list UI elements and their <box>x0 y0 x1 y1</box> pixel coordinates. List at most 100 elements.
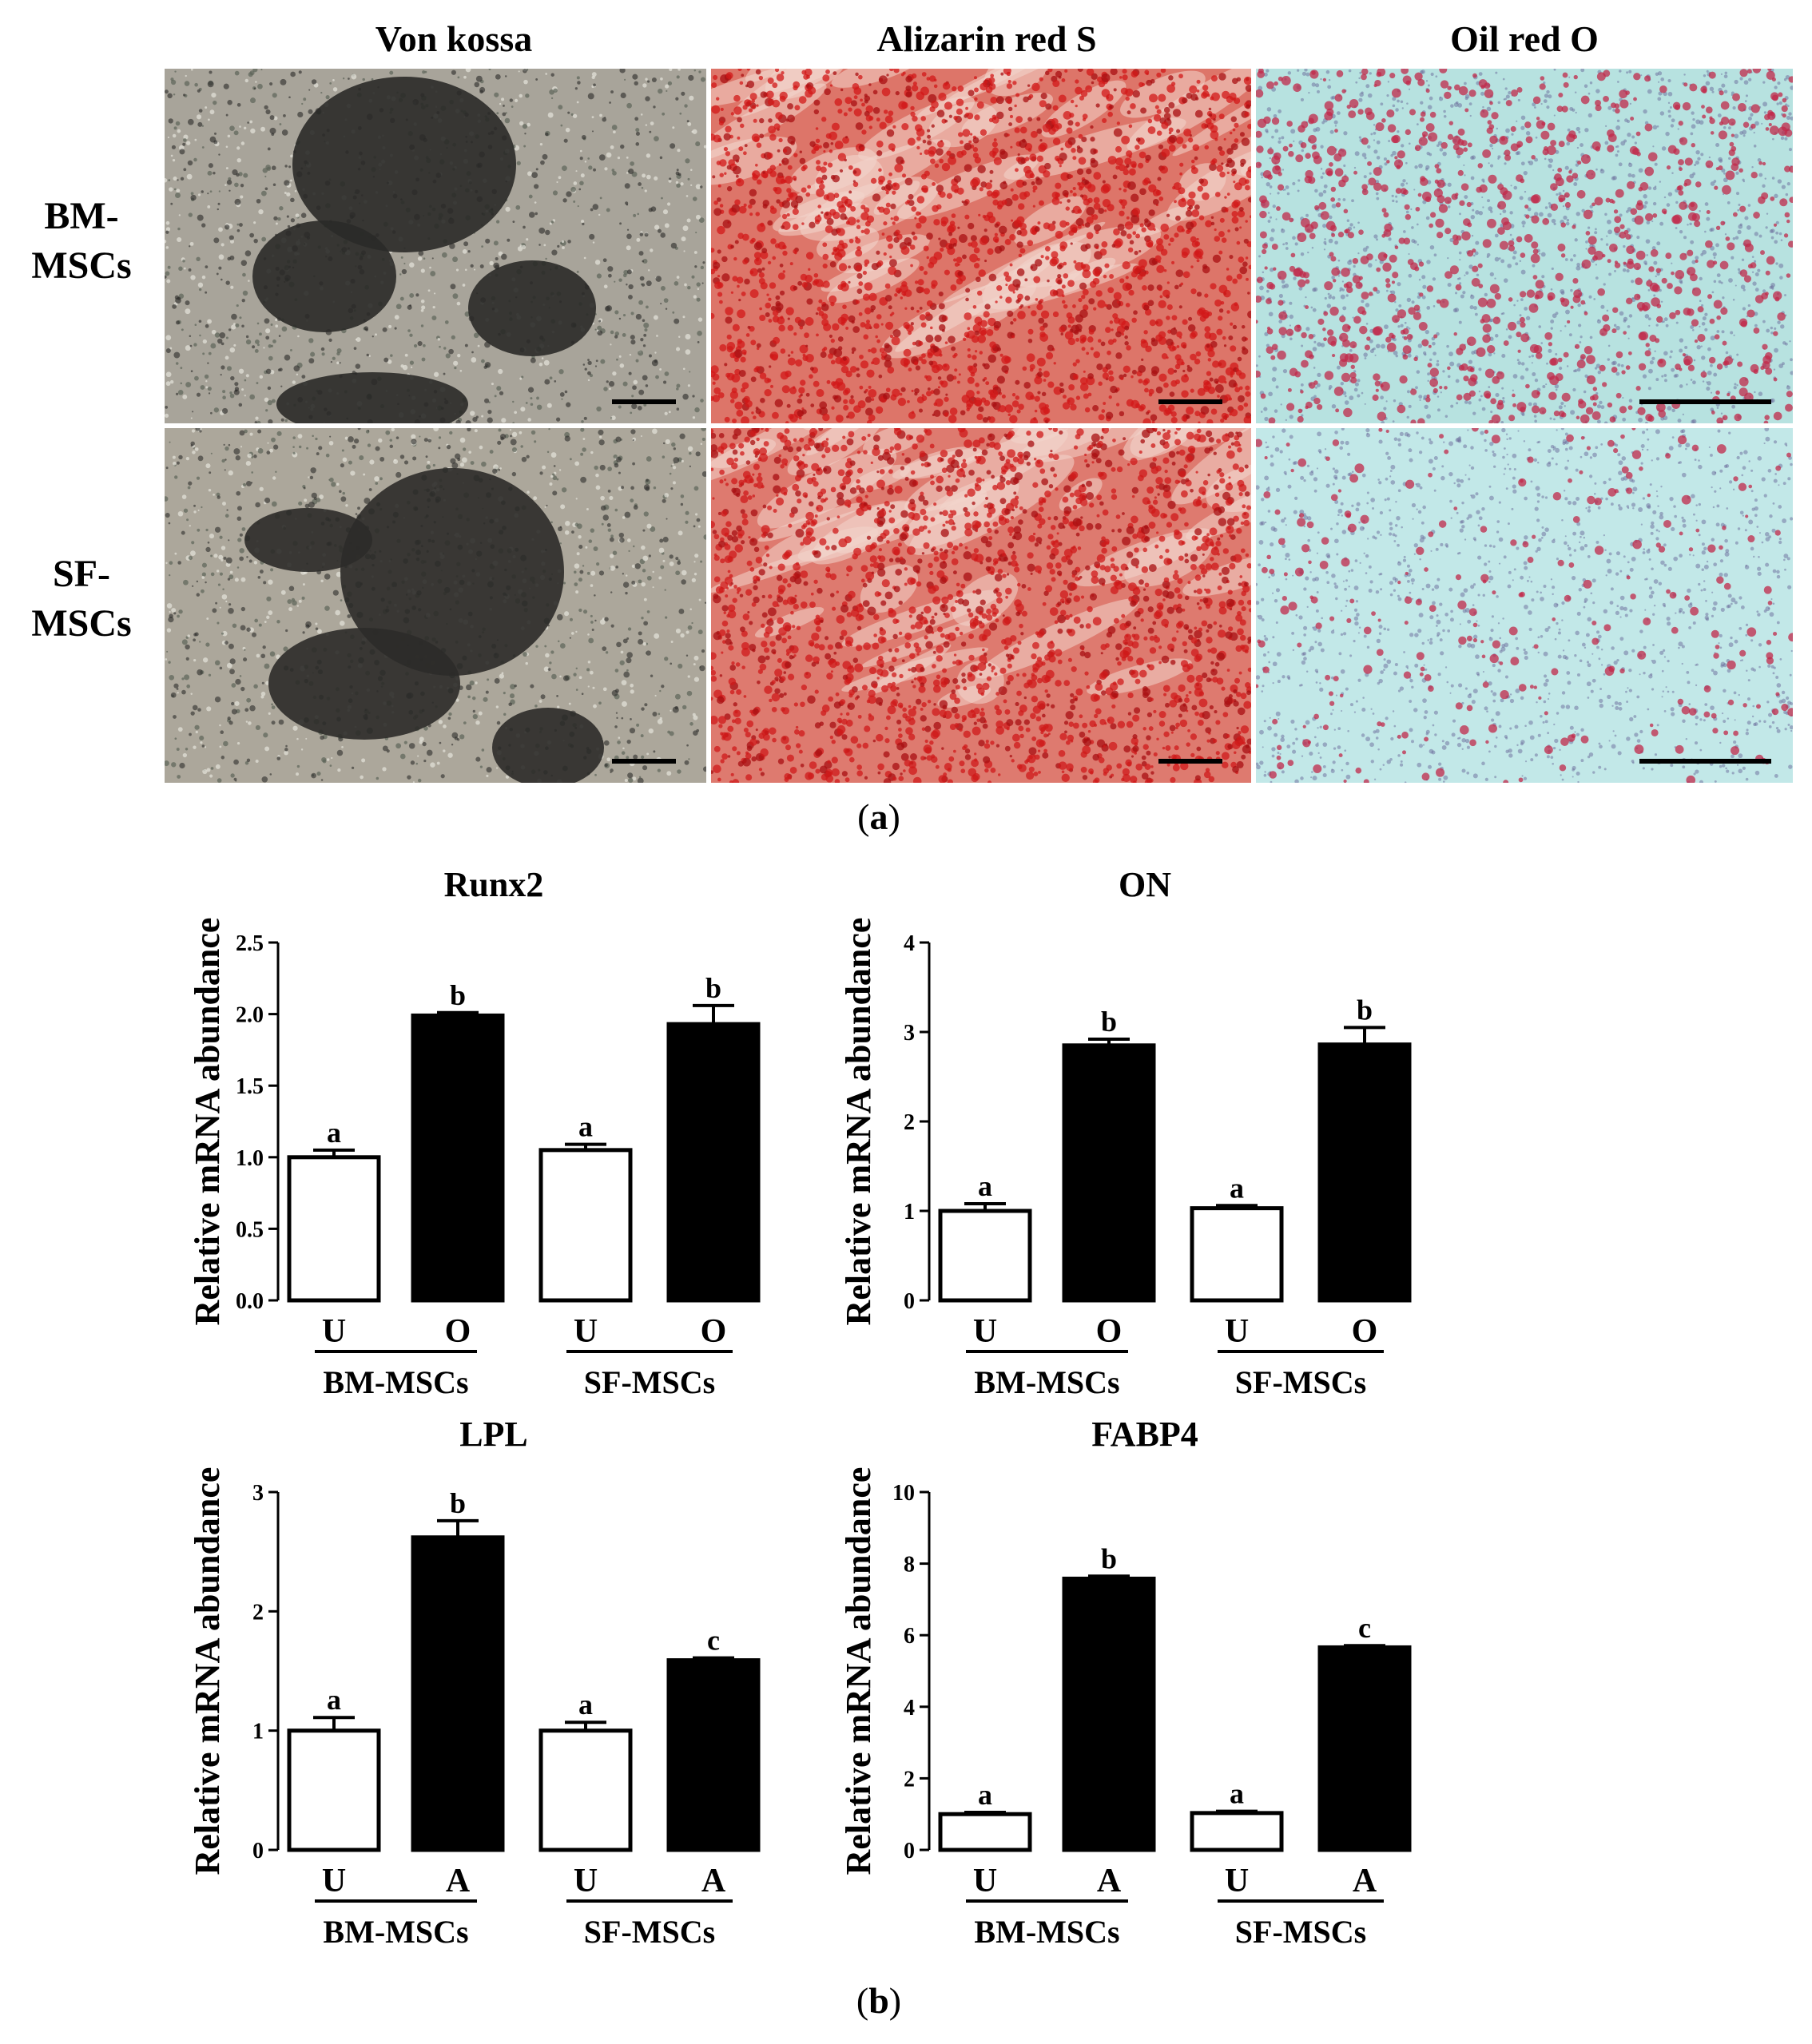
bar <box>1317 1645 1412 1852</box>
significance-letter: c <box>1358 1612 1371 1644</box>
group-label: SF-MSCs <box>1235 1364 1366 1400</box>
scale-bar <box>1158 399 1222 404</box>
x-category-label: U <box>574 1863 598 1899</box>
y-axis-label: Relative mRNA abundance <box>839 918 878 1326</box>
bar <box>938 1812 1032 1852</box>
bar <box>287 1155 381 1303</box>
bar <box>938 1209 1032 1303</box>
y-tick-label: 10 <box>892 1481 915 1506</box>
group-label: SF-MSCs <box>584 1914 715 1950</box>
micrograph-oil-red-bm-mscs <box>1256 69 1793 423</box>
y-tick-label: 0 <box>904 1289 915 1314</box>
y-tick-label: 3 <box>252 1481 264 1506</box>
y-tick-label: 2 <box>904 1110 915 1135</box>
alizarin-sf-mscs-image <box>711 428 1251 783</box>
bar <box>1317 1042 1412 1303</box>
bar <box>538 1148 633 1303</box>
x-category-label: O <box>1352 1313 1378 1350</box>
x-category-label: A <box>1097 1863 1122 1899</box>
micrograph-von-kossa-sf-mscs <box>165 428 706 783</box>
y-tick-label: 6 <box>904 1624 915 1649</box>
significance-letter: a <box>978 1779 992 1811</box>
significance-letter: a <box>978 1170 992 1202</box>
y-tick-label: 2 <box>252 1600 264 1625</box>
group-label: BM-MSCs <box>974 1364 1119 1400</box>
y-axis-label: Relative mRNA abundance <box>188 918 227 1326</box>
y-tick-label: 4 <box>904 931 915 956</box>
row-title-sf-mscs-line1: SF- <box>53 553 110 595</box>
significance-letter: b <box>1101 1542 1117 1574</box>
panel-b-label: (b) <box>856 1980 902 2021</box>
panel-b-letter: b <box>868 1980 889 2021</box>
scale-bar <box>612 399 676 404</box>
group-label: SF-MSCs <box>584 1364 715 1400</box>
column-title-alizarin-red-s: Alizarin red S <box>876 18 1097 59</box>
x-category-label: U <box>322 1313 346 1350</box>
x-category-label: U <box>322 1863 346 1899</box>
row-title-sf-mscs-line2: MSCs <box>31 602 132 645</box>
scale-bar <box>1639 759 1771 764</box>
y-tick-label: 8 <box>904 1553 915 1578</box>
von-kossa-bm-mscs-image <box>165 69 706 423</box>
y-tick-label: 1.5 <box>236 1074 264 1099</box>
x-category-label: A <box>701 1863 726 1899</box>
group-label: BM-MSCs <box>323 1364 468 1400</box>
bar <box>1062 1043 1156 1303</box>
bar <box>1190 1206 1284 1303</box>
scale-bar <box>1639 399 1771 404</box>
x-category-label: U <box>1225 1863 1249 1899</box>
panel-a-label: (a) <box>857 796 900 837</box>
chart-svg: LPL Relative mRNA abundance 0 1 2 3 a Ub Aa Uc A BM… <box>188 1415 761 1950</box>
chart-svg: Runx2 Relative mRNA abundance 0.0 0.5 1.0 1.5… <box>188 865 761 1400</box>
x-category-label: O <box>445 1313 471 1350</box>
micrograph-alizarin-sf-mscs <box>711 428 1251 783</box>
bar <box>666 1658 761 1852</box>
y-axis-label: Relative mRNA abundance <box>188 1467 227 1875</box>
column-title-oil-red-o: Oil red O <box>1450 18 1599 59</box>
significance-letter: a <box>327 1684 341 1716</box>
chart-title: LPL <box>459 1415 528 1454</box>
bar <box>538 1728 633 1852</box>
micrograph-oil-red-sf-mscs <box>1256 428 1793 783</box>
y-tick-label: 3 <box>904 1021 915 1046</box>
y-tick-label: 2.0 <box>236 1003 264 1028</box>
x-category-label: U <box>973 1863 997 1899</box>
oil-red-bm-mscs-image <box>1256 69 1793 423</box>
row-title-bm-mscs-line2: MSCs <box>31 244 132 287</box>
y-tick-label: 0.0 <box>236 1289 264 1314</box>
row-title-bm-mscs-line1: BM- <box>44 195 119 237</box>
y-tick-label: 1.0 <box>236 1146 264 1171</box>
significance-letter: b <box>450 1487 466 1519</box>
significance-letter: b <box>450 979 466 1011</box>
significance-letter: a <box>578 1689 593 1721</box>
y-tick-label: 0 <box>904 1839 915 1863</box>
significance-letter: b <box>705 972 721 1004</box>
significance-letter: a <box>1230 1778 1244 1810</box>
bar <box>666 1022 761 1303</box>
scale-bar <box>612 759 676 764</box>
row-title-bm-mscs: BM- MSCs <box>2 192 161 291</box>
significance-letter: a <box>327 1117 341 1149</box>
y-tick-label: 0.5 <box>236 1217 264 1242</box>
group-label: BM-MSCs <box>974 1914 1119 1950</box>
y-tick-label: 2 <box>904 1767 915 1792</box>
y-tick-label: 2.5 <box>236 931 264 956</box>
chart-title: ON <box>1119 865 1171 904</box>
row-title-sf-mscs: SF- MSCs <box>2 550 161 649</box>
x-category-label: O <box>701 1313 727 1350</box>
chart-title: Runx2 <box>444 865 544 904</box>
x-category-label: U <box>1225 1313 1249 1350</box>
bar <box>1062 1576 1156 1852</box>
x-category-label: U <box>973 1313 997 1350</box>
x-category-label: A <box>446 1863 471 1899</box>
x-category-label: O <box>1096 1313 1123 1350</box>
y-tick-label: 0 <box>252 1839 264 1863</box>
x-category-label: A <box>1353 1863 1377 1899</box>
bar <box>287 1728 381 1852</box>
chart-title: FABP4 <box>1091 1415 1198 1454</box>
bar <box>1190 1811 1284 1852</box>
micrograph-von-kossa-bm-mscs <box>165 69 706 423</box>
bar <box>411 1013 505 1303</box>
